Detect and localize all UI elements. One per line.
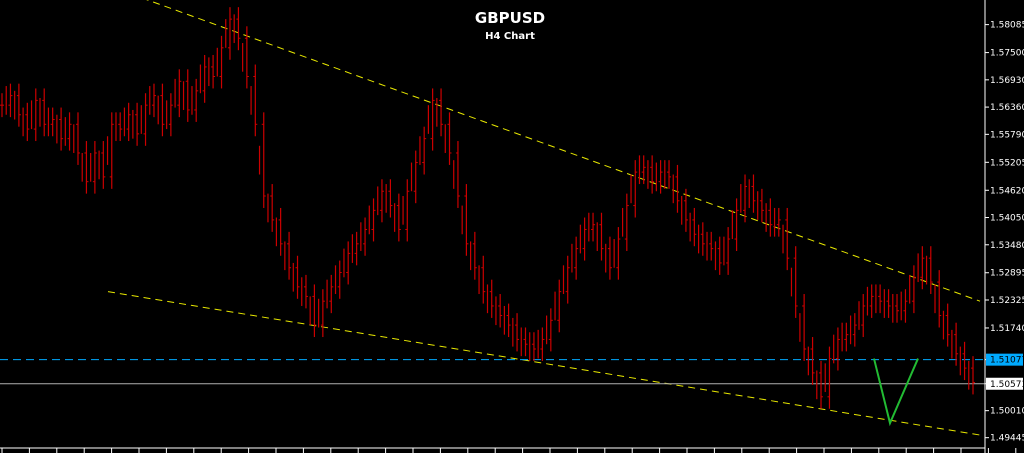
price-series-layer — [0, 7, 975, 409]
v-pattern-layer — [873, 358, 919, 427]
price-tick-label: 1.53480 — [990, 241, 1024, 251]
price-tick-label: 1.54050 — [990, 214, 1024, 224]
price-tick-label: 1.55790 — [990, 130, 1024, 140]
price-tick-label: 1.56360 — [990, 103, 1024, 113]
trendline — [107, 291, 981, 436]
price-tick-label: 1.51740 — [990, 324, 1024, 334]
horizontal-lines-layer — [0, 359, 985, 385]
price-tick-label: 1.49445 — [990, 434, 1024, 444]
price-tick-label: 1.52325 — [990, 296, 1024, 306]
chart-title: GBPUSD — [475, 9, 545, 27]
price-tick-label: 1.52895 — [990, 269, 1024, 279]
price-tick-label: 1.51077 — [990, 356, 1024, 366]
trendline — [146, 0, 981, 302]
price-tick-label: 1.56930 — [990, 76, 1024, 86]
price-tick-label: 1.50010 — [990, 407, 1024, 417]
price-tick-label: 1.54620 — [990, 186, 1024, 196]
chart-subtitle: H4 Chart — [485, 31, 535, 42]
price-tick-label: 1.55205 — [990, 158, 1024, 168]
price-tick-label: 1.50573 — [990, 380, 1024, 390]
price-tick-label: 1.57500 — [990, 49, 1024, 59]
v-pattern-line — [873, 358, 919, 427]
price-label-box — [986, 353, 1023, 366]
trendline-layer — [107, 0, 981, 436]
price-label-box — [986, 377, 1023, 390]
price-tick-label: 1.58085 — [990, 21, 1024, 31]
